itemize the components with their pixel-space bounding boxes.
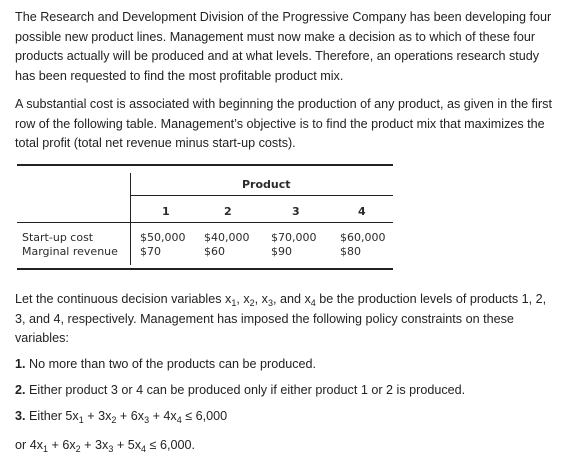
row-label-startup-cost: Start-up cost bbox=[22, 231, 94, 244]
row-label-marginal-revenue: Marginal revenue bbox=[22, 245, 118, 258]
cost-paragraph: A substantial cost is associated with be… bbox=[15, 97, 552, 150]
table-cell: $40,000 bbox=[204, 231, 250, 244]
constraint-3: 3. Either 5x1 + 3x2 + 6x3 + 4x4 ≤ 6,000 bbox=[15, 409, 228, 425]
column-header-2: 2 bbox=[224, 205, 232, 218]
constraint-number: 3. bbox=[15, 409, 26, 423]
constraint-3-alternative: or 4x1 + 6x2 + 3x3 + 5x4 ≤ 6,000. bbox=[15, 438, 195, 454]
intro-paragraph: The Research and Development Division of… bbox=[15, 10, 552, 83]
table-cell: $60 bbox=[204, 245, 225, 258]
column-header-3: 3 bbox=[292, 205, 300, 218]
table-top-rule bbox=[17, 164, 393, 166]
table-cell: $70,000 bbox=[271, 231, 317, 244]
header-underline bbox=[130, 195, 393, 196]
table-cell: $80 bbox=[340, 245, 361, 258]
table-vertical-rule bbox=[130, 173, 131, 265]
table-cell: $60,000 bbox=[340, 231, 386, 244]
table-cell: $70 bbox=[140, 245, 161, 258]
column-header-1: 1 bbox=[162, 205, 170, 218]
constraint-2: 2. Either product 3 or 4 can be produced… bbox=[15, 383, 466, 397]
product-table: Product 1 2 3 4 Start-up cost $50,000 $4… bbox=[17, 164, 393, 271]
constraint-number: 2. bbox=[15, 383, 26, 397]
table-bottom-rule bbox=[17, 268, 393, 270]
constraint-1: 1. No more than two of the products can … bbox=[15, 357, 317, 371]
table-cell: $90 bbox=[271, 245, 292, 258]
variables-paragraph: Let the continuous decision variables x1… bbox=[15, 292, 547, 345]
header-bottom-rule bbox=[17, 222, 393, 223]
constraint-number: 1. bbox=[15, 357, 26, 371]
column-header-4: 4 bbox=[358, 205, 366, 218]
table-cell: $50,000 bbox=[140, 231, 186, 244]
product-group-header: Product bbox=[242, 178, 291, 191]
